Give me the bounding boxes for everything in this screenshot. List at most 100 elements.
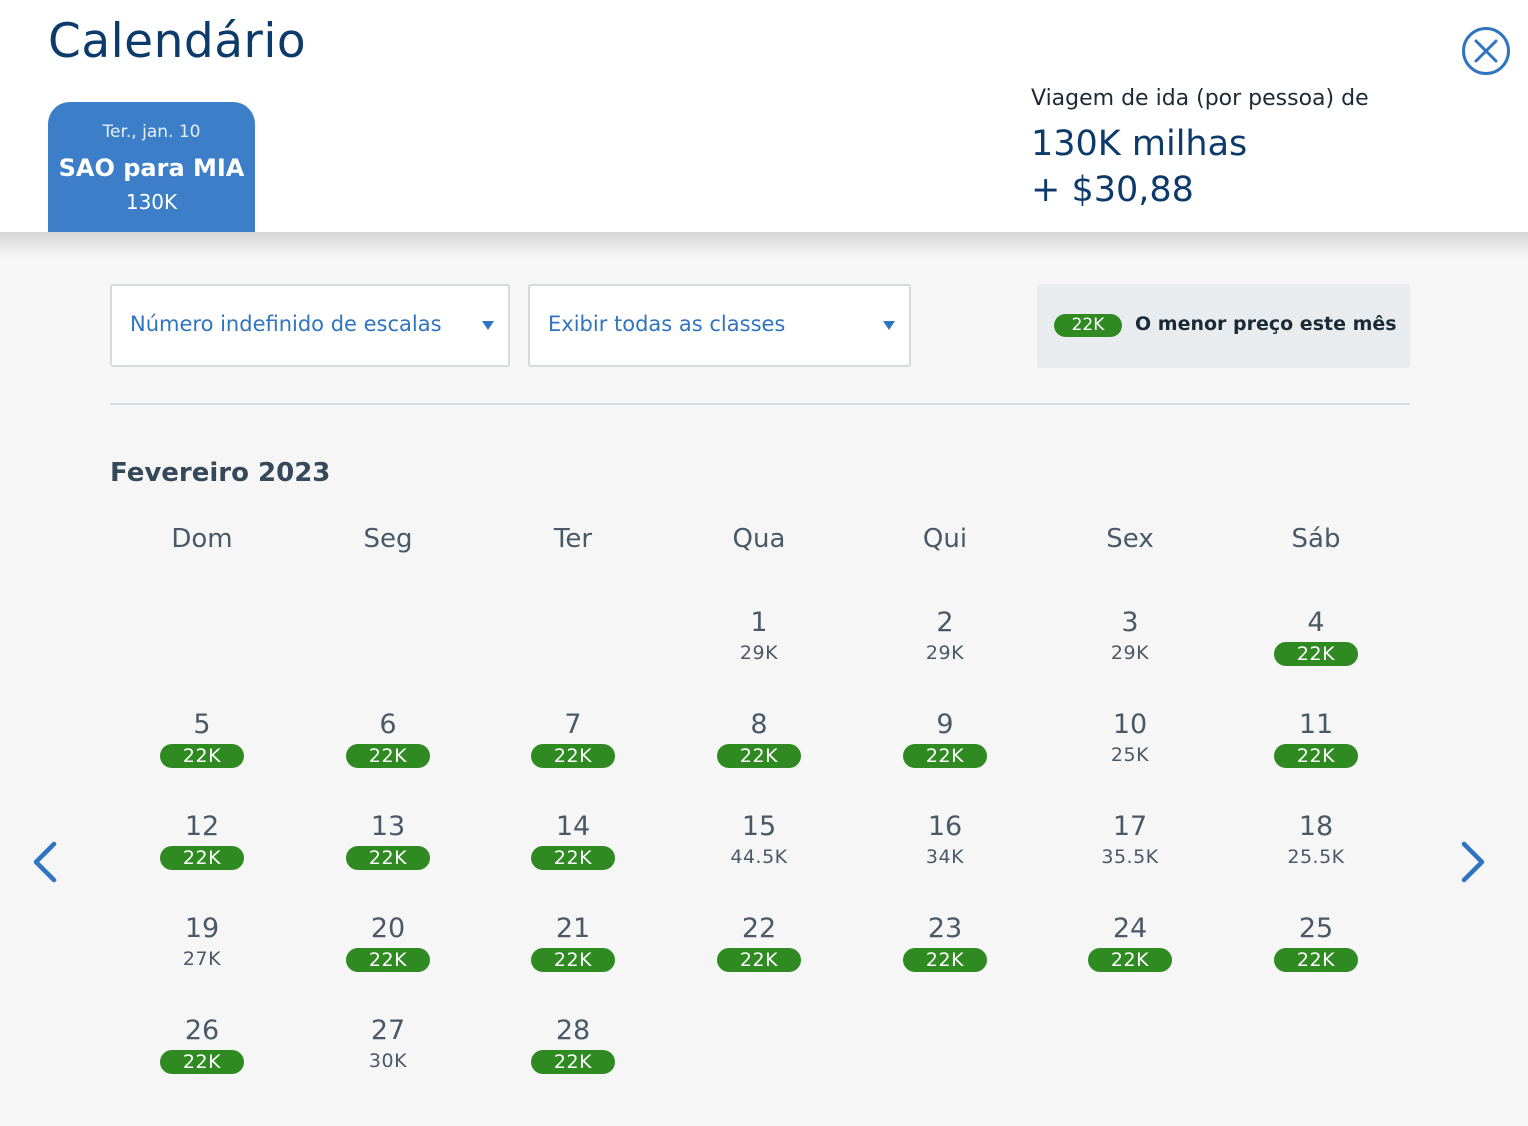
lowest-price-badge: 22K <box>160 846 244 870</box>
calendar-day[interactable]: 13 22K <box>328 810 448 870</box>
calendar-day[interactable]: 10 25K <box>1070 708 1190 767</box>
day-number: 26 <box>184 1015 220 1046</box>
lowest-price-badge: 22K <box>1274 948 1358 972</box>
calendar-day[interactable]: 28 22K <box>513 1014 633 1074</box>
calendar-day[interactable]: 5 22K <box>142 708 262 768</box>
day-number: 3 <box>1121 607 1139 638</box>
weekday-label: Qui <box>922 524 968 554</box>
calendar-day[interactable]: 21 22K <box>513 912 633 972</box>
calendar-day[interactable]: 23 22K <box>885 912 1005 972</box>
weekday-label: Qua <box>732 524 786 554</box>
weekday-label: Ter <box>553 524 593 554</box>
calendar-day[interactable]: 3 29K <box>1070 606 1190 665</box>
weekday-label: Dom <box>171 524 233 554</box>
day-number: 18 <box>1298 811 1334 842</box>
calendar-day[interactable]: 4 22K <box>1256 606 1376 666</box>
close-circle-icon <box>1462 27 1510 75</box>
lowest-price-badge: 22K <box>1088 948 1172 972</box>
lowest-price-badge: 22K <box>346 948 430 972</box>
day-number: 14 <box>555 811 591 842</box>
calendar-day[interactable]: 11 22K <box>1256 708 1376 768</box>
day-number: 10 <box>1112 709 1148 740</box>
calendar-day[interactable]: 9 22K <box>885 708 1005 768</box>
calendar-day[interactable]: 20 22K <box>328 912 448 972</box>
day-number: 23 <box>927 913 963 944</box>
day-number: 1 <box>750 607 768 638</box>
day-number: 4 <box>1307 607 1325 638</box>
lowest-price-legend: 22K O menor preço este mês <box>1037 284 1410 368</box>
calendar-day[interactable]: 25 22K <box>1256 912 1376 972</box>
calendar-day[interactable]: 6 22K <box>328 708 448 768</box>
calendar-day[interactable]: 27 30K <box>328 1014 448 1073</box>
stops-select[interactable]: Número indefinido de escalas <box>110 284 510 367</box>
calendar-day[interactable]: 26 22K <box>142 1014 262 1074</box>
day-number: 20 <box>370 913 406 944</box>
classes-select[interactable]: Exibir todas as classes <box>528 284 911 367</box>
weekday-label: Seg <box>363 524 413 554</box>
day-number: 9 <box>936 709 954 740</box>
day-number: 15 <box>741 811 777 842</box>
lowest-price-badge: 22K <box>160 744 244 768</box>
calendar-day[interactable]: 7 22K <box>513 708 633 768</box>
calendar-day[interactable]: 2 29K <box>885 606 1005 665</box>
divider <box>110 403 1410 405</box>
day-price: 25.5K <box>1287 846 1345 868</box>
trip-tab-outbound[interactable]: Ter., jan. 10 SAO para MIA 130K <box>48 102 255 232</box>
day-number: 13 <box>370 811 406 842</box>
day-number: 17 <box>1112 811 1148 842</box>
chevron-right-icon <box>1461 841 1485 883</box>
lowest-price-badge: 22K <box>531 1050 615 1074</box>
lowest-price-badge: 22K <box>903 948 987 972</box>
calendar-header: Calendário Ter., jan. 10 SAO para MIA 13… <box>0 0 1528 232</box>
day-price: 30K <box>368 1050 408 1072</box>
day-price: 25K <box>1110 744 1150 766</box>
calendar-day[interactable]: 15 44.5K <box>699 810 819 869</box>
day-number: 6 <box>379 709 397 740</box>
legend-badge: 22K <box>1054 314 1122 337</box>
day-number: 2 <box>936 607 954 638</box>
weekday-label: Sáb <box>1291 524 1341 554</box>
day-price: 34K <box>925 846 965 868</box>
previous-month-button[interactable] <box>28 838 62 886</box>
next-month-button[interactable] <box>1456 838 1490 886</box>
weekday-label: Sex <box>1106 524 1154 554</box>
calendar-day[interactable]: 18 25.5K <box>1256 810 1376 869</box>
calendar-day[interactable]: 8 22K <box>699 708 819 768</box>
page-title: Calendário <box>48 14 307 69</box>
day-price: 29K <box>925 642 965 664</box>
day-number: 7 <box>564 709 582 740</box>
price-miles: 130K milhas <box>1031 124 1248 164</box>
day-price: 29K <box>739 642 779 664</box>
lowest-price-badge: 22K <box>346 846 430 870</box>
calendar-day[interactable]: 16 34K <box>885 810 1005 869</box>
close-button[interactable] <box>1461 26 1511 76</box>
day-number: 25 <box>1298 913 1334 944</box>
day-price: 27K <box>182 948 222 970</box>
price-cash: + $30,88 <box>1031 170 1194 210</box>
day-number: 11 <box>1298 709 1334 740</box>
calendar-day[interactable]: 1 29K <box>699 606 819 665</box>
calendar-day[interactable]: 22 22K <box>699 912 819 972</box>
lowest-price-badge: 22K <box>531 846 615 870</box>
lowest-price-badge: 22K <box>1274 744 1358 768</box>
calendar-day[interactable]: 19 27K <box>142 912 262 971</box>
lowest-price-badge: 22K <box>531 948 615 972</box>
lowest-price-badge: 22K <box>1274 642 1358 666</box>
stops-select-value: Número indefinido de escalas <box>130 312 442 336</box>
day-price: 35.5K <box>1101 846 1159 868</box>
day-number: 5 <box>193 709 211 740</box>
trip-route: SAO para MIA <box>58 154 245 182</box>
month-title: Fevereiro 2023 <box>110 458 331 488</box>
lowest-price-badge: 22K <box>160 1050 244 1074</box>
chevron-left-icon <box>33 841 57 883</box>
calendar-day[interactable]: 17 35.5K <box>1070 810 1190 869</box>
classes-select-value: Exibir todas as classes <box>548 312 786 336</box>
calendar-day[interactable]: 14 22K <box>513 810 633 870</box>
calendar-day[interactable]: 12 22K <box>142 810 262 870</box>
legend-text: O menor preço este mês <box>1135 313 1397 335</box>
day-number: 12 <box>184 811 220 842</box>
price-summary: Viagem de ida (por pessoa) de 130K milha… <box>1031 86 1369 213</box>
day-number: 27 <box>370 1015 406 1046</box>
day-number: 28 <box>555 1015 591 1046</box>
calendar-day[interactable]: 24 22K <box>1070 912 1190 972</box>
